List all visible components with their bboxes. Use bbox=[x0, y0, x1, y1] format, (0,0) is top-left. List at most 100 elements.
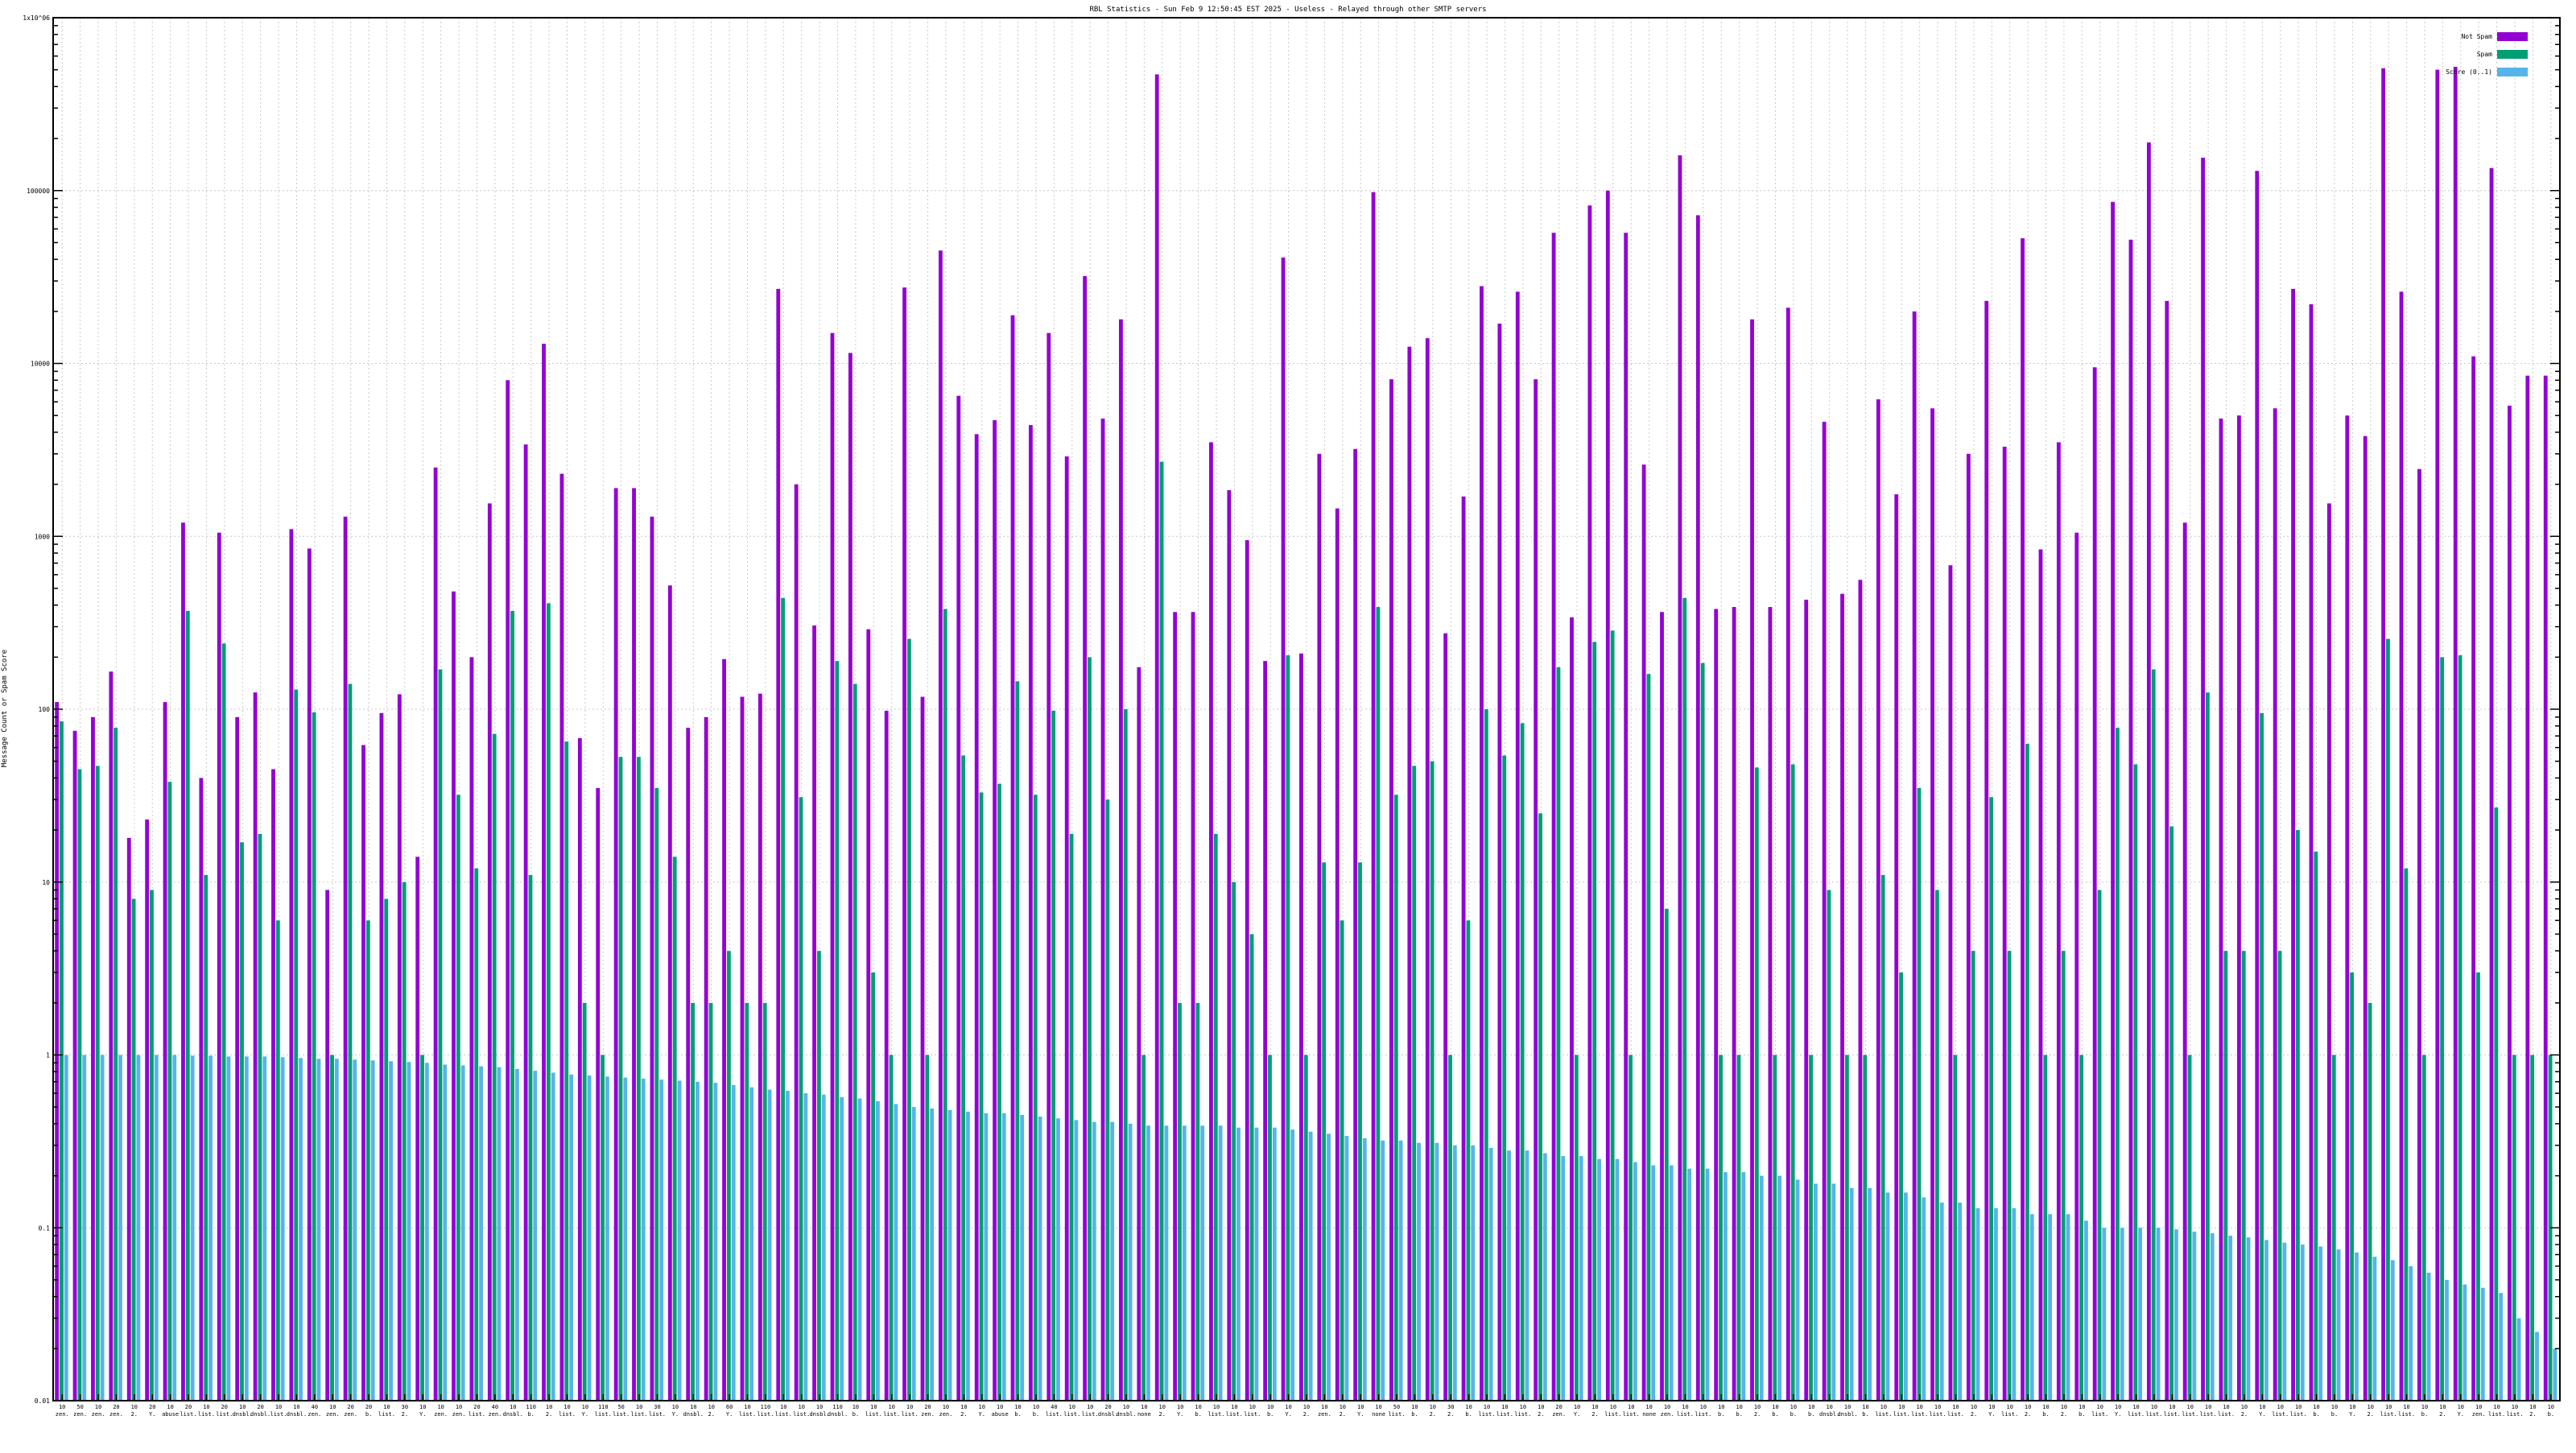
bar-1-26 bbox=[528, 874, 533, 1401]
x-tick-label: 10 bbox=[456, 1404, 462, 1410]
bar-2-81 bbox=[1525, 1150, 1530, 1401]
x-tick-sublabel: dnsbl. bbox=[1837, 1411, 1857, 1418]
bar-2-105 bbox=[1958, 1202, 1963, 1401]
x-tick-label: 10 bbox=[1177, 1404, 1183, 1410]
x-tick-label: 20 bbox=[185, 1404, 192, 1410]
bar-2-133 bbox=[2462, 1284, 2467, 1401]
bar-0-91 bbox=[1695, 215, 1700, 1401]
bar-2-101 bbox=[1885, 1192, 1890, 1401]
bar-0-120 bbox=[2219, 418, 2223, 1401]
bar-1-110 bbox=[2043, 1055, 2048, 1401]
bar-0-65 bbox=[1227, 489, 1232, 1401]
x-tick-sublabel: list. bbox=[613, 1411, 630, 1418]
bar-1-6 bbox=[167, 782, 172, 1401]
x-tick-label: 10 bbox=[2259, 1404, 2265, 1410]
legend-swatch bbox=[2497, 50, 2528, 59]
x-tick-label: 50 bbox=[1393, 1404, 1400, 1410]
x-tick-label: 10 bbox=[2331, 1404, 2338, 1410]
x-tick-label: 10 bbox=[437, 1404, 444, 1410]
x-tick-label: 10 bbox=[1628, 1404, 1634, 1410]
bar-1-5 bbox=[150, 890, 154, 1401]
x-tick-sublabel: zen. bbox=[344, 1411, 357, 1418]
bar-1-75 bbox=[1412, 766, 1417, 1401]
bar-1-18 bbox=[384, 898, 389, 1401]
x-tick-label: 10 bbox=[1610, 1404, 1616, 1410]
bar-2-53 bbox=[1020, 1114, 1025, 1401]
x-tick-sublabel: list. bbox=[1063, 1411, 1080, 1418]
bar-1-20 bbox=[420, 1055, 424, 1401]
bar-0-32 bbox=[632, 488, 636, 1401]
bar-2-104 bbox=[1939, 1202, 1944, 1401]
bar-0-53 bbox=[1010, 315, 1015, 1401]
y-tick-label: 100000 bbox=[27, 188, 50, 195]
bar-0-88 bbox=[1641, 464, 1646, 1401]
bar-1-32 bbox=[636, 757, 641, 1401]
y-tick-label: 0.1 bbox=[39, 1224, 51, 1232]
bar-1-136 bbox=[2512, 1055, 2516, 1401]
x-tick-label: 10 bbox=[672, 1404, 679, 1410]
bar-2-57 bbox=[1092, 1121, 1096, 1401]
x-tick-label: 10 bbox=[1736, 1404, 1742, 1410]
x-tick-label: 10 bbox=[2025, 1404, 2031, 1410]
bar-0-51 bbox=[974, 434, 979, 1401]
bar-2-120 bbox=[2228, 1236, 2233, 1401]
x-tick-sublabel: zen. bbox=[1661, 1411, 1674, 1418]
bar-2-72 bbox=[1362, 1137, 1367, 1401]
bar-1-112 bbox=[2079, 1055, 2084, 1401]
x-tick-label: 10 bbox=[943, 1404, 949, 1410]
bar-2-87 bbox=[1633, 1162, 1637, 1401]
x-tick-sublabel: list. bbox=[883, 1411, 900, 1418]
bar-1-1 bbox=[77, 769, 82, 1401]
x-tick-sublabel: list. bbox=[180, 1411, 196, 1418]
bar-2-14 bbox=[316, 1059, 321, 1401]
bar-0-24 bbox=[487, 503, 492, 1401]
x-tick-sublabel: b. bbox=[1790, 1411, 1797, 1418]
bar-0-68 bbox=[1281, 257, 1286, 1401]
bar-2-94 bbox=[1759, 1175, 1764, 1401]
bar-1-57 bbox=[1088, 657, 1092, 1401]
bar-2-118 bbox=[2192, 1232, 2197, 1401]
bar-2-64 bbox=[1218, 1125, 1223, 1401]
bar-1-105 bbox=[1953, 1055, 1958, 1401]
bar-1-9 bbox=[221, 643, 226, 1401]
x-tick-label: 10 bbox=[546, 1404, 552, 1410]
bar-1-48 bbox=[925, 1055, 930, 1401]
bar-2-30 bbox=[605, 1076, 609, 1401]
x-tick-sublabel: list. bbox=[1208, 1411, 1224, 1418]
x-tick-sublabel: b. bbox=[2079, 1411, 2085, 1418]
bar-2-97 bbox=[1813, 1183, 1818, 1401]
x-tick-label: 10 bbox=[131, 1404, 138, 1410]
bar-1-54 bbox=[1033, 795, 1038, 1401]
bar-0-84 bbox=[1570, 617, 1574, 1401]
bar-0-46 bbox=[884, 710, 889, 1401]
x-tick-sublabel: Y. bbox=[979, 1411, 985, 1418]
bar-2-35 bbox=[695, 1081, 700, 1401]
x-tick-sublabel: list. bbox=[757, 1411, 774, 1418]
x-tick-sublabel: list. bbox=[2001, 1411, 2018, 1418]
bar-1-90 bbox=[1682, 597, 1687, 1401]
x-tick-sublabel: list. bbox=[793, 1411, 810, 1418]
x-tick-label: 30 bbox=[402, 1404, 408, 1410]
bar-0-96 bbox=[1785, 308, 1790, 1401]
x-tick-label: 10 bbox=[510, 1404, 516, 1410]
bar-0-55 bbox=[1046, 332, 1051, 1401]
bar-1-17 bbox=[365, 920, 370, 1401]
x-tick-label: 10 bbox=[1087, 1404, 1093, 1410]
x-tick-sublabel: 2. bbox=[402, 1411, 408, 1418]
bar-0-116 bbox=[2146, 142, 2151, 1401]
bar-1-65 bbox=[1232, 881, 1236, 1401]
bar-2-91 bbox=[1705, 1168, 1710, 1401]
x-tick-sublabel: dnsbl. bbox=[250, 1411, 270, 1418]
bar-0-12 bbox=[271, 769, 275, 1401]
x-tick-label: 10 bbox=[1069, 1404, 1075, 1410]
x-tick-label: 10 bbox=[799, 1404, 805, 1410]
x-tick-sublabel: list. bbox=[1226, 1411, 1243, 1418]
bar-2-42 bbox=[821, 1094, 826, 1401]
bar-1-97 bbox=[1809, 1055, 1813, 1401]
bar-2-138 bbox=[2553, 1348, 2557, 1401]
x-tick-label: 10 bbox=[1141, 1404, 1147, 1410]
bar-0-136 bbox=[2508, 405, 2512, 1401]
x-tick-label: 10 bbox=[1718, 1404, 1724, 1410]
bar-0-31 bbox=[613, 488, 618, 1401]
